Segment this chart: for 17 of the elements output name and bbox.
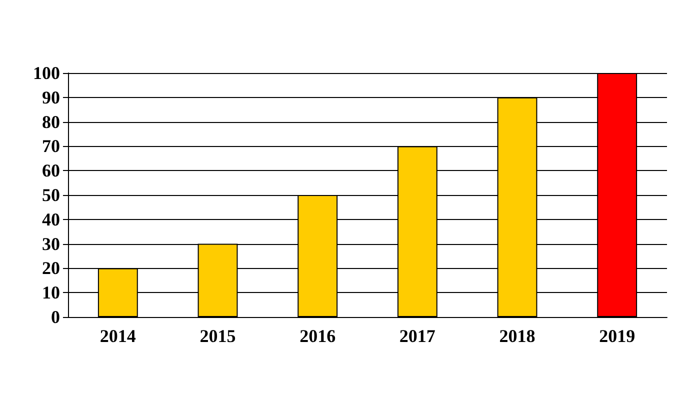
x-tick-label: 2018 <box>499 326 536 346</box>
y-tick-label: 20 <box>42 258 60 278</box>
y-tick-label: 10 <box>42 282 60 303</box>
x-tick-label: 2015 <box>200 326 236 346</box>
y-tick-label: 40 <box>42 209 60 230</box>
y-tick-label: 0 <box>51 307 60 327</box>
y-tick-label: 100 <box>33 63 60 83</box>
x-tick-label: 2014 <box>100 326 136 346</box>
y-tick-label: 60 <box>42 160 60 181</box>
x-tick-label: 2019 <box>599 326 636 346</box>
y-tick-label: 30 <box>42 234 60 254</box>
y-tick-label: 90 <box>42 87 60 108</box>
y-tick-label: 50 <box>42 185 60 205</box>
x-tick-label: 2017 <box>399 326 436 346</box>
x-tick-label: 2016 <box>300 326 336 346</box>
y-tick-label: 80 <box>42 112 60 132</box>
y-tick-label: 70 <box>42 136 60 156</box>
